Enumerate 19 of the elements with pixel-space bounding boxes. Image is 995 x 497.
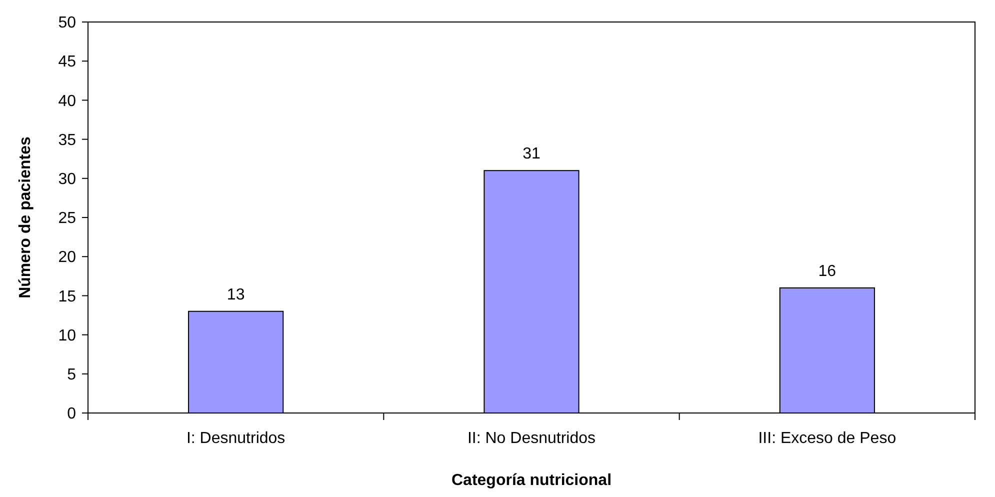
y-tick-label: 45 [58, 54, 76, 71]
x-tick-label: I: Desnutridos [186, 430, 286, 447]
y-tick-label: 10 [58, 327, 76, 344]
data-label: 31 [522, 146, 540, 163]
x-tick-label: III: Exceso de Peso [758, 430, 896, 447]
y-tick-label: 0 [67, 406, 76, 423]
data-label: 16 [818, 262, 836, 280]
y-tick-label: 30 [58, 171, 76, 188]
y-tick-label: 40 [58, 92, 76, 110]
y-tick-label: 5 [67, 366, 76, 384]
y-tick-label: 50 [58, 14, 76, 32]
y-axis-title: Número de pacientes [17, 136, 34, 298]
x-tick-label: II: No Desnutridos [467, 430, 596, 447]
y-tick-label: 35 [58, 132, 76, 149]
data-label: 13 [226, 286, 245, 304]
x-axis-title: Categoría nutricional [451, 472, 612, 489]
y-tick-label: 15 [58, 288, 76, 306]
y-tick-label: 20 [58, 249, 76, 266]
y-tick-label: 25 [58, 210, 76, 228]
